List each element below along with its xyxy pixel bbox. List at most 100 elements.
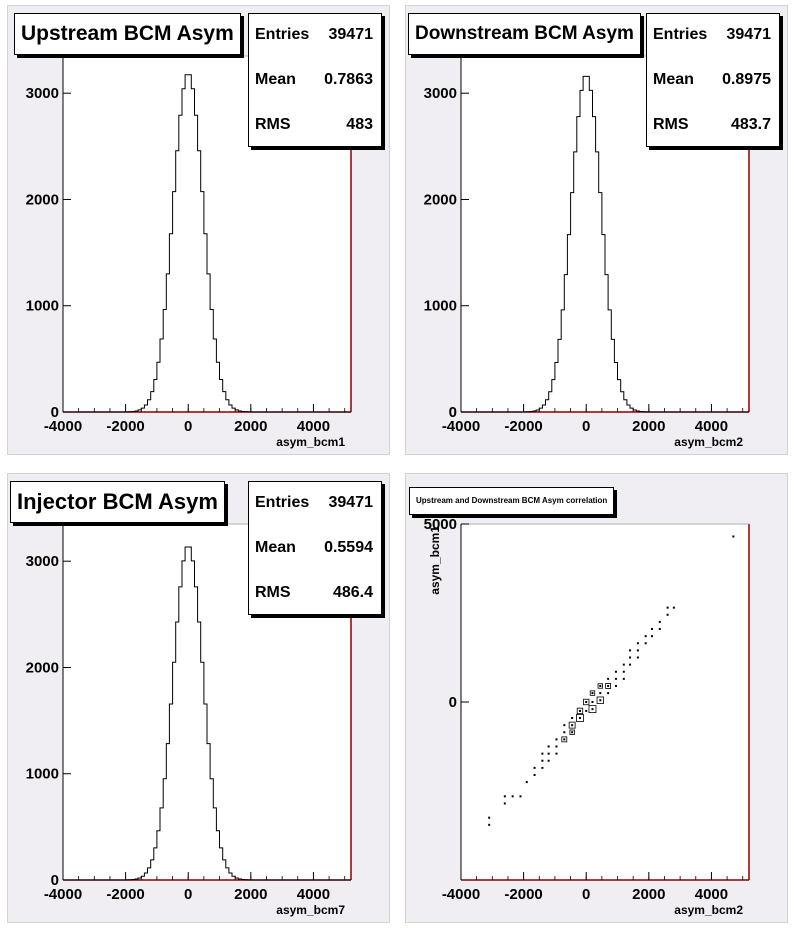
scatter-point: [614, 677, 617, 680]
stats-mean-value: 0.8975: [722, 71, 771, 88]
scatter-point: [614, 684, 617, 687]
scatter-point: [607, 692, 610, 695]
scatter-point: [511, 795, 514, 798]
scatter-point: [547, 759, 550, 762]
scatter-point: [636, 642, 639, 645]
stats-entries-value: 39471: [726, 26, 772, 43]
scatter-point: [563, 731, 566, 734]
scatter-point: [591, 708, 594, 711]
scatter-point: [658, 628, 661, 631]
stats-mean-label: Mean: [255, 71, 296, 88]
y-tick-label: 0: [51, 872, 59, 889]
scatter-point: [599, 692, 602, 695]
y-tick-label: 0: [51, 404, 59, 421]
scatter-point: [519, 795, 522, 798]
scatter-point: [503, 795, 506, 798]
x-tick-label: 4000: [297, 886, 330, 903]
pad-downstream: -4000 -2000 0 2000 4000 0 1000 2000 3000 asym_bcm…: [405, 5, 788, 455]
scatter-point: [585, 701, 588, 703]
x-tick-label: 2000: [632, 418, 665, 435]
x-tick-label: 0: [582, 418, 590, 435]
histogram-line: [63, 74, 351, 413]
scatter-point: [672, 606, 675, 609]
density-box: [596, 696, 604, 704]
x-tick-label: 4000: [297, 418, 330, 435]
stats-entries-label: Entries: [255, 494, 310, 511]
scatter-point: [503, 802, 506, 805]
x-axis-label: asym_bcm2: [674, 435, 743, 449]
x-tick-label: -2000: [106, 418, 144, 435]
density-box: [568, 721, 576, 729]
histogram-title-injector: Injector BCM Asym: [10, 481, 225, 523]
plot-frame: [461, 524, 749, 880]
x-tick-label: -2000: [106, 886, 144, 903]
density-box: [561, 736, 568, 743]
density-box: [569, 729, 575, 735]
x-tick-label: -4000: [44, 418, 82, 435]
scatter-point: [591, 692, 594, 695]
pad-upstream: -4000 -2000 0 2000 4000 0 1000 2000 3000 asym_bcm…: [7, 5, 390, 455]
x-tick-label: -4000: [442, 418, 480, 435]
x-tick-label: 4000: [695, 418, 728, 435]
stats-mean-label: Mean: [255, 539, 296, 556]
histogram-line: [63, 546, 351, 881]
stats-box-downstream: Entries 39471 Mean 0.8975 RMS 483.7: [646, 13, 780, 147]
density-box: [597, 683, 603, 689]
x-tick-label: 0: [582, 886, 590, 903]
density-box: [605, 683, 612, 689]
stats-box-upstream: Entries 39471 Mean 0.7863 RMS 483: [248, 13, 382, 147]
scatter-plot-correlation: -4000 -2000 0 2000 4000 0 5000 asym_bcm2 asym_bc…: [424, 516, 750, 917]
scatter-point: [571, 731, 574, 734]
stats-mean-value: 0.5594: [324, 539, 373, 556]
scatter-point: [563, 724, 566, 727]
y-tick-label: 3000: [26, 553, 59, 570]
scatter-point: [555, 745, 558, 748]
stats-rms-value: 483.7: [730, 116, 771, 133]
scatter-point: [614, 670, 617, 673]
density-box: [583, 698, 590, 706]
y-tick-label: 2000: [26, 191, 59, 208]
y-tick-label: 3000: [424, 85, 457, 102]
x-tick-label: 0: [184, 886, 192, 903]
scatter-point: [629, 656, 632, 659]
scatter-point: [571, 717, 574, 720]
scatter-point: [541, 752, 544, 755]
x-tick-label: 4000: [695, 886, 728, 903]
scatter-point: [571, 724, 574, 727]
scatter-point: [607, 684, 610, 687]
scatter-point: [666, 606, 669, 609]
scatter-point: [607, 677, 610, 680]
scatter-point: [629, 663, 632, 666]
stats-rms-value: 483: [346, 116, 373, 133]
x-axis-label: asym_bcm7: [276, 903, 345, 917]
x-axis-label: asym_bcm1: [276, 435, 345, 449]
scatter-point: [629, 649, 632, 652]
scatter-point: [591, 701, 594, 703]
scatter-point: [622, 663, 625, 666]
scatter-point: [666, 613, 669, 616]
x-tick-label: 2000: [632, 886, 665, 903]
stats-entries-value: 39471: [328, 26, 374, 43]
y-axis-label: asym_bcm1: [428, 526, 442, 595]
scatter-point: [533, 766, 536, 769]
scatter-point: [555, 752, 558, 755]
stats-mean-value: 0.7863: [324, 71, 373, 88]
scatter-point: [488, 823, 491, 826]
scatter-point: [650, 635, 653, 638]
pad-correlation: -4000 -2000 0 2000 4000 0 5000 asym_bcm2 asym_bc…: [405, 473, 788, 923]
scatter-point: [585, 709, 588, 712]
scatter-point: [650, 628, 653, 631]
y-tick-label: 2000: [26, 659, 59, 676]
histogram-line: [461, 75, 749, 413]
stats-rms-label: RMS: [653, 116, 689, 133]
stats-entries-label: Entries: [255, 26, 310, 43]
scatter-point: [636, 649, 639, 652]
scatter-point: [488, 816, 491, 819]
scatter-point: [732, 535, 735, 538]
density-box: [576, 714, 584, 722]
stats-rms-label: RMS: [255, 584, 291, 601]
scatter-point: [622, 677, 625, 680]
x-tick-label: 2000: [234, 886, 267, 903]
y-tick-label: 1000: [26, 298, 59, 315]
stats-entries-label: Entries: [653, 26, 708, 43]
